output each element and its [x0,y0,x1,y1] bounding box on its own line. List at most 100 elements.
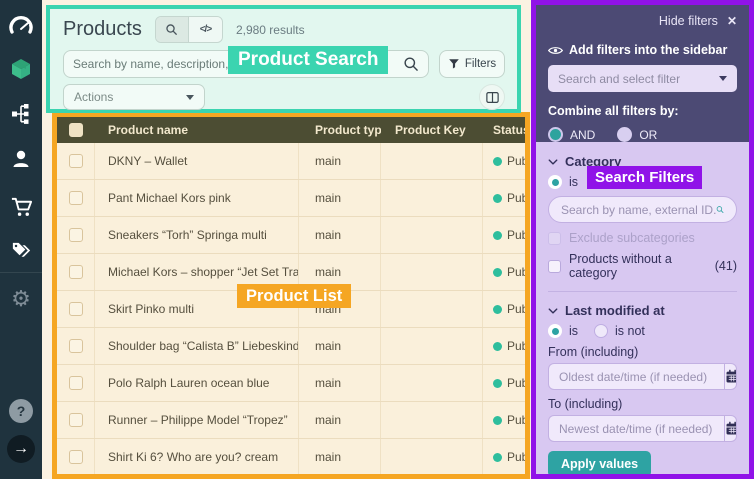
search-icon[interactable] [403,56,419,72]
product-list-annotation-label: Product List [237,284,352,308]
close-icon[interactable]: ✕ [726,14,737,28]
filters-button[interactable]: Filters [439,50,505,78]
sidebar-item-users[interactable] [0,148,42,170]
help-button[interactable]: ? [0,399,42,423]
product-key-cell [381,402,483,438]
status-dot-icon [493,415,502,425]
hide-filters-link[interactable]: Hide filters [658,14,718,28]
filters-panel-body: Category is is not Exclude subcategories [536,142,749,474]
exclude-subcategories-checkbox-row[interactable]: Exclude subcategories [548,231,737,245]
search-mode-button[interactable] [155,17,189,42]
product-name-cell[interactable]: Shoulder bag “Calista B” Liebeskind beig… [95,328,299,364]
row-checkbox[interactable] [68,302,83,316]
product-name-cell[interactable]: DKNY – Wallet [95,143,299,179]
category-search-bar[interactable] [548,196,737,223]
to-date-field[interactable] [548,415,737,442]
row-checkbox-cell[interactable] [57,402,95,438]
product-name-cell[interactable]: Skirt Pinko multi [95,291,299,327]
column-settings-button[interactable] [479,84,505,110]
sidebar-item-attributes[interactable] [0,239,42,262]
sidebar-expand-button[interactable]: → [0,435,42,463]
product-name-cell[interactable]: Michael Kors – shopper “Jet Set Travel” [95,254,299,290]
product-search-annotation-label: Product Search [228,46,389,74]
search-filters-annotation-box: Hide filters ✕ Add filters into the side… [531,0,754,479]
actions-dropdown[interactable]: Actions [63,84,205,110]
product-status-cell: Published [483,143,525,179]
select-all-cell[interactable] [57,117,95,143]
row-checkbox[interactable] [68,376,83,390]
row-checkbox[interactable] [68,191,83,205]
last-modified-is-not-radio[interactable]: is not [594,324,645,338]
status-text: Published [507,339,525,353]
row-checkbox[interactable] [68,265,83,279]
table-row[interactable]: DKNY – Wallet main Published [57,143,525,180]
status-dot-icon [493,156,502,166]
tags-icon [12,242,30,257]
row-checkbox-cell[interactable] [57,143,95,179]
column-header-name[interactable]: Product name [108,123,189,137]
product-name-cell[interactable]: Polo Ralph Lauren ocean blue [95,365,299,401]
code-mode-button[interactable]: </> [188,17,222,42]
without-category-label: Products without a category [569,252,672,280]
column-header-status[interactable]: Status [493,123,525,137]
column-header-type[interactable]: Product type [315,123,381,137]
is-label: is [569,324,579,338]
filters-panel-top: Hide filters ✕ Add filters into the side… [536,5,749,142]
sidebar-item-orders[interactable] [0,196,42,219]
combine-filters-label: Combine all filters by: [548,104,679,118]
product-name-cell[interactable]: Runner – Philippe Model “Tropez” [95,402,299,438]
sidebar-item-settings[interactable]: ⚙ [0,288,42,310]
sidebar-item-products[interactable] [0,57,42,81]
product-key-cell [381,217,483,253]
arrow-right-icon: → [7,435,35,463]
row-checkbox-cell[interactable] [57,365,95,401]
combine-and-radio[interactable]: AND [548,127,595,142]
category-search-input[interactable] [561,202,716,217]
from-date-field[interactable] [548,363,737,390]
row-checkbox-cell[interactable] [57,180,95,216]
select-all-checkbox[interactable] [69,123,83,137]
last-modified-is-radio[interactable]: is [548,324,578,338]
table-row[interactable]: Sneakers “Torh” Springa multi main Publi… [57,217,525,254]
product-name-cell[interactable]: Sneakers “Torh” Springa multi [95,217,299,253]
calendar-picker-button[interactable] [724,416,736,441]
product-name-cell[interactable]: Pant Michael Kors pink [95,180,299,216]
calendar-picker-button[interactable] [724,364,736,389]
row-checkbox-cell[interactable] [57,217,95,253]
row-checkbox-cell[interactable] [57,254,95,290]
without-category-checkbox-row[interactable]: Products without a category (41) [548,252,737,280]
row-checkbox[interactable] [68,450,83,464]
app-logo[interactable] [0,14,42,40]
status-dot-icon [493,452,502,462]
row-checkbox[interactable] [68,413,83,427]
column-header-key[interactable]: Product Key [395,123,466,137]
last-modified-filter-heading[interactable]: Last modified at [548,303,737,318]
category-filter-heading[interactable]: Category [548,154,737,169]
table-row[interactable]: Shirt Ki 6? Who are you? cream main Publ… [57,439,525,474]
filter-select-dropdown[interactable]: Search and select filter [548,65,737,92]
row-checkbox-cell[interactable] [57,328,95,364]
chevron-down-icon [186,94,194,100]
to-date-label: To (including) [548,397,623,411]
from-date-input[interactable] [549,369,724,384]
status-text: Published [507,265,525,279]
apply-values-button[interactable]: Apply values [548,451,652,474]
row-checkbox[interactable] [68,339,83,353]
row-checkbox[interactable] [68,154,83,168]
row-checkbox[interactable] [68,228,83,242]
table-row[interactable]: Pant Michael Kors pink main Published [57,180,525,217]
table-row[interactable]: Shoulder bag “Calista B” Liebeskind beig… [57,328,525,365]
product-type-cell: main [299,217,381,253]
table-header-row: Product name Product type Product Key St… [57,117,525,143]
product-name-cell[interactable]: Shirt Ki 6? Who are you? cream [95,439,299,474]
to-date-input[interactable] [549,421,724,436]
combine-or-radio[interactable]: OR [617,127,657,142]
category-is-radio[interactable]: is [548,175,578,189]
row-checkbox-cell[interactable] [57,291,95,327]
row-checkbox-cell[interactable] [57,439,95,474]
sidebar-item-categories[interactable] [0,103,42,125]
table-row[interactable]: Runner – Philippe Model “Tropez” main Pu… [57,402,525,439]
add-filters-heading: Add filters into the sidebar [569,43,728,57]
table-row[interactable]: Polo Ralph Lauren ocean blue main Publis… [57,365,525,402]
search-icon[interactable] [716,202,724,217]
